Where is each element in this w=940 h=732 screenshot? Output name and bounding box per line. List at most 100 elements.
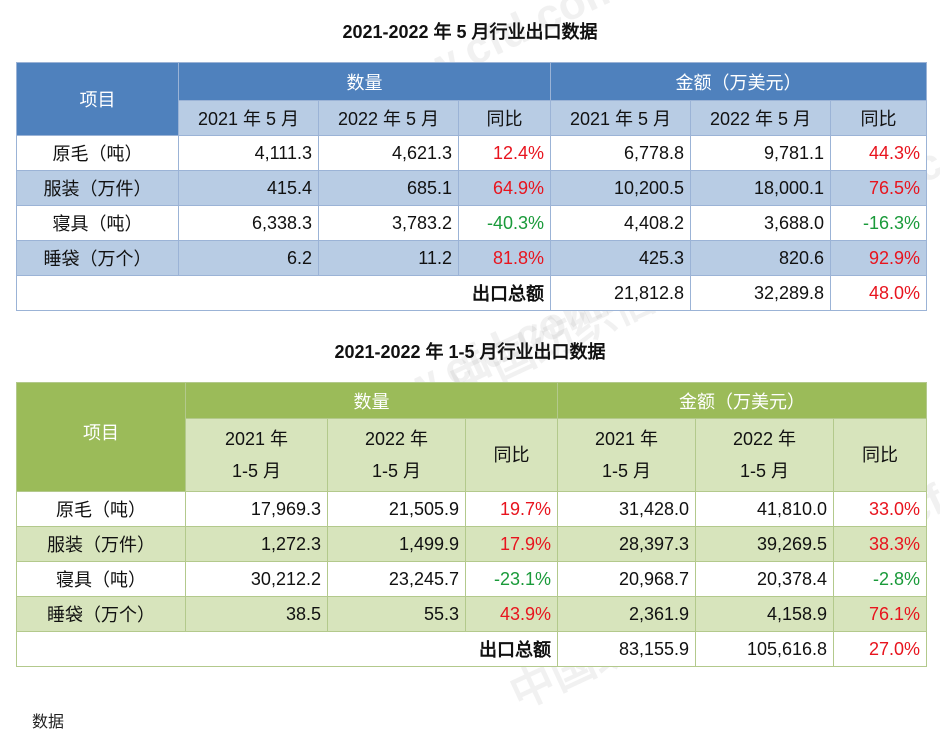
amt-2021: 28,397.3 xyxy=(557,526,697,562)
qty-yoy: 17.9% xyxy=(464,526,559,562)
sub-header: 2021 年 1-5 月 xyxy=(185,418,328,492)
sub-header-months: 1-5 月 xyxy=(231,461,282,481)
amt-2022: 20,378.4 xyxy=(695,561,835,597)
qty-2022: 23,245.7 xyxy=(327,561,466,597)
total-amt-2021: 83,155.9 xyxy=(557,631,697,667)
qty-yoy: 43.9% xyxy=(464,596,559,632)
table-row: 睡袋（万个） 38.5 55.3 43.9% 2,361.9 4,158.9 7… xyxy=(16,596,928,632)
quantity-header: 数量 xyxy=(177,62,552,101)
table1-title: 2021-2022 年 5 月行业出口数据 xyxy=(342,22,598,42)
qty-yoy: 64.9% xyxy=(457,170,552,206)
qty-yoy: 19.7% xyxy=(464,491,559,527)
sub-header: 2022 年 5 月 xyxy=(318,100,459,136)
total-amt-yoy: 27.0% xyxy=(833,631,928,667)
table-row: 原毛（吨） 4,111.3 4,621.3 12.4% 6,778.8 9,78… xyxy=(16,135,928,171)
amt-2021: 425.3 xyxy=(550,240,692,276)
sub-header-year: 2022 年 xyxy=(732,429,797,449)
amt-yoy: 44.3% xyxy=(830,135,928,171)
table-row: 原毛（吨） 17,969.3 21,505.9 19.7% 31,428.0 4… xyxy=(16,491,928,527)
qty-yoy: -40.3% xyxy=(457,205,552,241)
item-header: 项目 xyxy=(16,62,179,136)
qty-2022: 3,783.2 xyxy=(318,205,459,241)
sub-header: 2022 年 1-5 月 xyxy=(695,418,835,492)
sub-header: 同比 xyxy=(833,418,928,492)
ytd-export-table: 项目 数量 金额（万美元） 2021 年 1-5 月 2022 年 1-5 月 同比… xyxy=(15,382,928,667)
amt-2022: 18,000.1 xyxy=(690,170,832,206)
monthly-export-table: 项目 数量 金额（万美元） 2021 年 5 月 2022 年 5 月 同比 2… xyxy=(15,62,928,311)
qty-2022: 55.3 xyxy=(327,596,466,632)
amt-2022: 9,781.1 xyxy=(690,135,832,171)
qty-2022: 11.2 xyxy=(318,240,459,276)
row-item: 寝具（吨） xyxy=(16,205,179,241)
qty-2022: 4,621.3 xyxy=(318,135,459,171)
qty-2021: 1,272.3 xyxy=(185,526,328,562)
qty-2021: 6.2 xyxy=(178,240,319,276)
amt-2022: 41,810.0 xyxy=(695,491,835,527)
qty-2022: 21,505.9 xyxy=(327,491,466,527)
row-item: 服装（万件） xyxy=(16,170,179,206)
sub-header: 2022 年 1-5 月 xyxy=(327,418,466,492)
qty-yoy: 12.4% xyxy=(457,135,552,171)
amt-2021: 10,200.5 xyxy=(550,170,692,206)
sub-header: 同比 xyxy=(464,418,559,492)
total-label: 出口总额 xyxy=(15,275,552,311)
sub-header-year: 2022 年 xyxy=(364,429,429,449)
total-amt-2022: 105,616.8 xyxy=(695,631,835,667)
amount-header: 金额（万美元） xyxy=(550,62,928,101)
amt-2021: 31,428.0 xyxy=(557,491,697,527)
amt-yoy: 38.3% xyxy=(833,526,928,562)
amount-header: 金额（万美元） xyxy=(557,382,928,419)
qty-yoy: -23.1% xyxy=(464,561,559,597)
amt-yoy: -2.8% xyxy=(833,561,928,597)
sub-header-months: 1-5 月 xyxy=(602,461,652,481)
amt-2021: 2,361.9 xyxy=(557,596,697,632)
row-item: 睡袋（万个） xyxy=(16,240,179,276)
table-row: 服装（万件） 415.4 685.1 64.9% 10,200.5 18,000… xyxy=(16,170,928,206)
sub-header: 同比 xyxy=(457,100,552,136)
footer-text-fragment: 数据 xyxy=(32,714,65,731)
qty-2021: 38.5 xyxy=(185,596,328,632)
amt-yoy: 92.9% xyxy=(830,240,928,276)
row-item: 原毛（吨） xyxy=(16,135,179,171)
sub-header: 2021 年 5 月 xyxy=(178,100,319,136)
row-item: 服装（万件） xyxy=(16,526,186,562)
amt-2021: 4,408.2 xyxy=(550,205,692,241)
table-row: 睡袋（万个） 6.2 11.2 81.8% 425.3 820.6 92.9% xyxy=(16,240,928,276)
sub-header: 2021 年 1-5 月 xyxy=(557,418,697,492)
qty-2022: 685.1 xyxy=(318,170,459,206)
amt-2021: 20,968.7 xyxy=(557,561,697,597)
amt-2022: 3,688.0 xyxy=(690,205,832,241)
table-row: 寝具（吨） 6,338.3 3,783.2 -40.3% 4,408.2 3,6… xyxy=(16,205,928,241)
sub-header: 同比 xyxy=(830,100,928,136)
qty-2021: 415.4 xyxy=(178,170,319,206)
amt-yoy: -16.3% xyxy=(830,205,928,241)
row-item: 睡袋（万个） xyxy=(16,596,186,632)
row-item: 寝具（吨） xyxy=(16,561,186,597)
qty-2022: 1,499.9 xyxy=(327,526,466,562)
total-row: 出口总额 21,812.8 32,289.8 48.0% xyxy=(15,275,928,311)
sub-header-months: 1-5 月 xyxy=(371,461,422,481)
amt-2022: 39,269.5 xyxy=(695,526,835,562)
qty-2021: 30,212.2 xyxy=(185,561,328,597)
total-amt-2022: 32,289.8 xyxy=(690,275,832,311)
qty-2021: 6,338.3 xyxy=(178,205,319,241)
row-item: 原毛（吨） xyxy=(16,491,186,527)
amt-yoy: 33.0% xyxy=(833,491,928,527)
quantity-header: 数量 xyxy=(184,382,559,419)
table-row: 服装（万件） 1,272.3 1,499.9 17.9% 28,397.3 39… xyxy=(16,526,928,562)
sub-header-year: 2021 年 xyxy=(224,429,289,449)
amt-2022: 4,158.9 xyxy=(695,596,835,632)
table-row: 寝具（吨） 30,212.2 23,245.7 -23.1% 20,968.7 … xyxy=(16,561,928,597)
sub-header: 2021 年 5 月 xyxy=(550,100,692,136)
sub-header-year: 2021 年 xyxy=(594,429,659,449)
total-amt-yoy: 48.0% xyxy=(830,275,928,311)
amt-yoy: 76.5% xyxy=(830,170,928,206)
item-header: 项目 xyxy=(16,382,186,492)
qty-2021: 4,111.3 xyxy=(178,135,319,171)
total-label: 出口总额 xyxy=(15,631,559,667)
qty-yoy: 81.8% xyxy=(457,240,552,276)
total-amt-2021: 21,812.8 xyxy=(550,275,692,311)
total-row: 出口总额 83,155.9 105,616.8 27.0% xyxy=(15,631,928,667)
amt-2021: 6,778.8 xyxy=(550,135,692,171)
amt-2022: 820.6 xyxy=(690,240,832,276)
